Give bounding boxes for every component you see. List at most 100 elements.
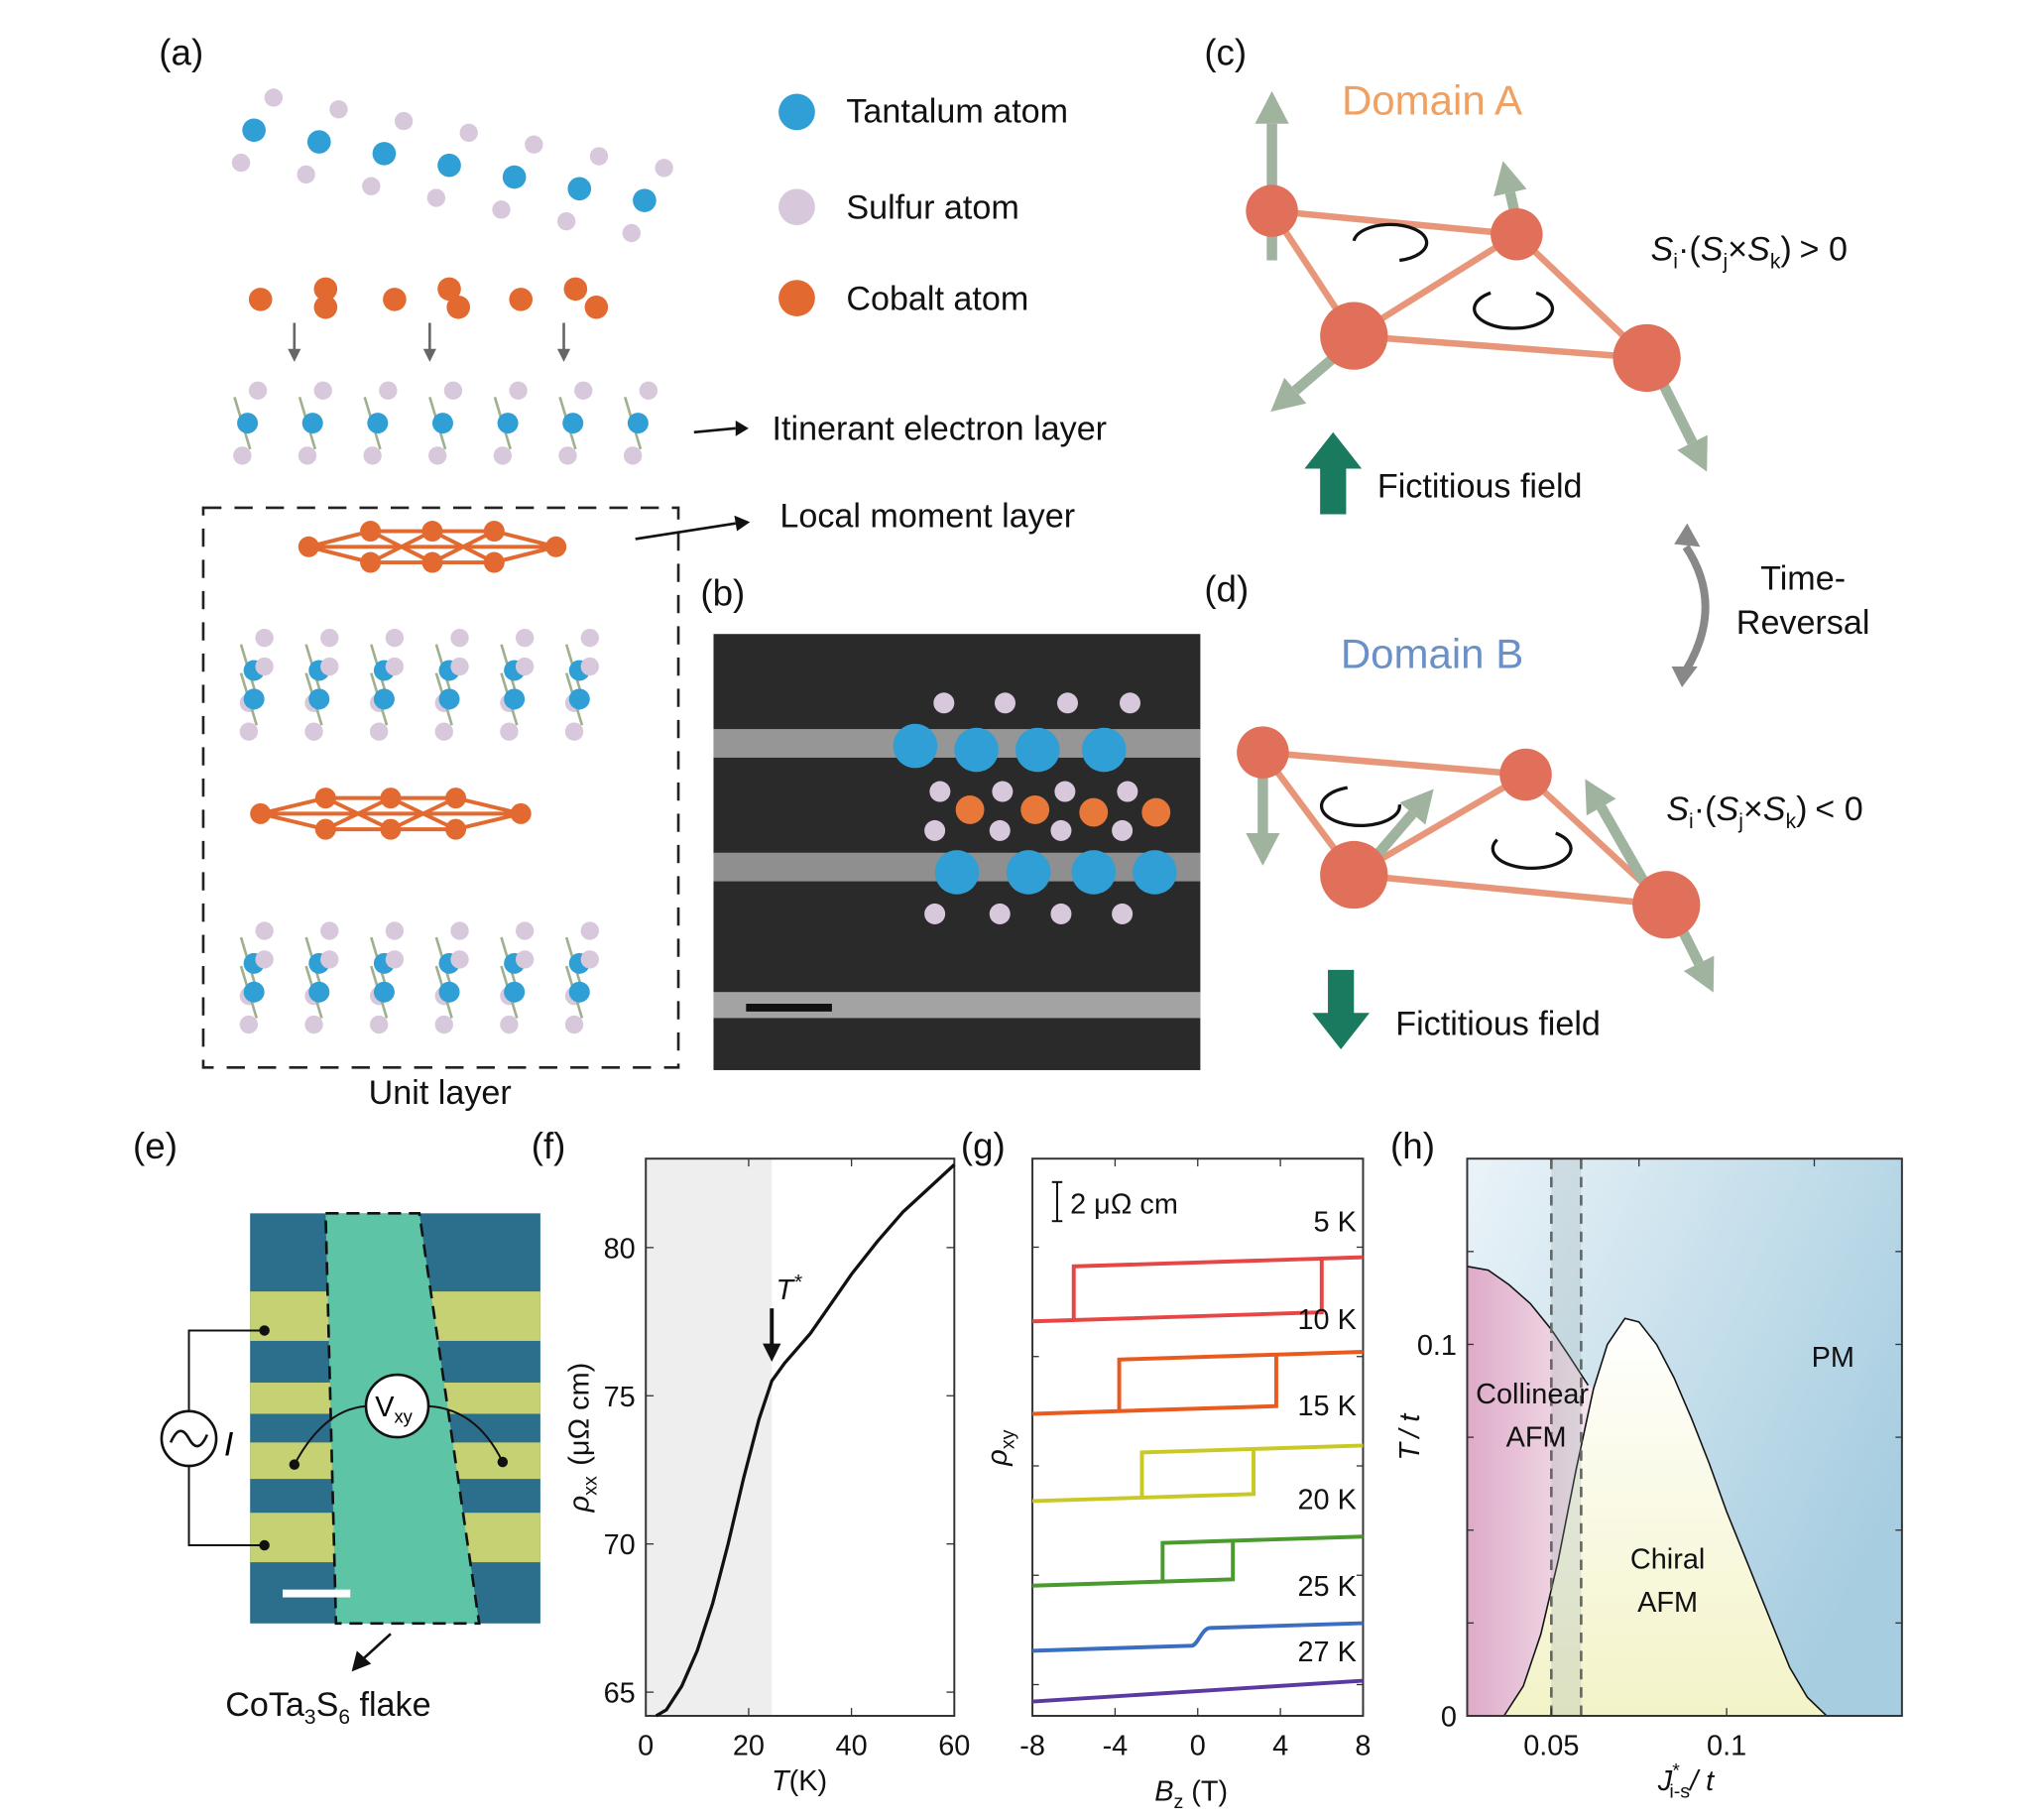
sulfur-atom bbox=[515, 628, 535, 648]
panel-label-f: (f) bbox=[532, 1126, 566, 1166]
spin-arrowhead-icon bbox=[1270, 377, 1307, 413]
contact-dot bbox=[497, 1456, 509, 1468]
panel-label-d: (d) bbox=[1204, 568, 1249, 609]
cobalt-atom bbox=[1141, 797, 1171, 827]
contact-dot bbox=[259, 1539, 270, 1551]
tantalum-atom bbox=[431, 413, 453, 434]
y-tick-label: 75 bbox=[604, 1382, 636, 1413]
sulfur-atom bbox=[379, 381, 398, 400]
sulfur-atom bbox=[1050, 819, 1072, 841]
sulfur-atom bbox=[450, 950, 469, 969]
chirality-domain-a: Si·(Sj×Sk) > 0 bbox=[1651, 231, 1848, 274]
domain-b-title: Domain B bbox=[1341, 630, 1523, 676]
sulfur-atom bbox=[428, 446, 447, 465]
cobalt-atom bbox=[437, 277, 461, 302]
spin-arrowhead-icon bbox=[1246, 833, 1280, 866]
tantalum-atom bbox=[1081, 727, 1127, 773]
x-tick-label: -4 bbox=[1103, 1730, 1129, 1761]
sulfur-atom bbox=[580, 657, 599, 676]
flake-arrow bbox=[361, 1633, 392, 1661]
x-tick-label: 8 bbox=[1355, 1730, 1371, 1761]
sulfur-atom bbox=[556, 211, 576, 231]
sulfur-atom bbox=[320, 628, 339, 648]
sulfur-atom bbox=[450, 628, 469, 648]
cobalt-atom bbox=[360, 551, 382, 573]
legend-tantalum: Tantalum atom bbox=[846, 92, 1068, 130]
sulfur-atom bbox=[426, 188, 446, 207]
domain-a-title: Domain A bbox=[1342, 77, 1522, 124]
scale-bar-label: 2 μΩ cm bbox=[1070, 1188, 1178, 1220]
sulfur-atom bbox=[558, 446, 577, 465]
sulfur-atom bbox=[500, 1015, 519, 1034]
sulfur-atom bbox=[363, 446, 382, 465]
tantalum-atom bbox=[568, 688, 590, 710]
fictitious-field-down-arrow-icon bbox=[1312, 969, 1371, 1049]
tantalum-atom bbox=[243, 688, 265, 710]
sulfur-atom bbox=[493, 446, 513, 465]
cobalt-atom bbox=[563, 277, 588, 302]
cobalt-atom bbox=[313, 295, 338, 319]
panel-label-a: (a) bbox=[159, 33, 203, 73]
spin-arrow bbox=[1655, 375, 1698, 445]
sulfur-atom bbox=[459, 123, 478, 143]
tantalum-atom bbox=[438, 981, 460, 1003]
series-label: 15 K bbox=[1298, 1391, 1357, 1422]
arrow-head-icon bbox=[735, 420, 749, 436]
hall-loop-5k bbox=[1032, 1255, 1364, 1324]
cobalt-atom bbox=[298, 536, 319, 557]
shaded-region bbox=[646, 1158, 773, 1716]
cobalt-atom bbox=[248, 288, 273, 311]
arrow-head-icon bbox=[734, 515, 751, 532]
plot-frame bbox=[1031, 1157, 1365, 1717]
sulfur-atom bbox=[248, 381, 268, 400]
cobalt-atom bbox=[250, 802, 272, 824]
cobalt-atom bbox=[545, 536, 567, 557]
sulfur-atom bbox=[239, 1015, 259, 1034]
g-xlabel: Bz (T) bbox=[1154, 1775, 1228, 1813]
chart-f-resistivity: 0 20 40 60 65 70 75 80 bbox=[604, 1157, 970, 1761]
tantalum-atom bbox=[373, 981, 395, 1003]
region-chiral-afm bbox=[1503, 1318, 1827, 1716]
tantalum-atom bbox=[934, 850, 980, 895]
f-ylabel: ρxx(μΩ cm) bbox=[563, 1363, 601, 1514]
sulfur-atom bbox=[924, 903, 946, 924]
g-ylabel: ρxy bbox=[982, 1429, 1019, 1466]
spin-arrowhead-icon bbox=[1683, 955, 1715, 993]
collinear-boundary bbox=[1467, 1266, 1590, 1387]
hall-loop-27k bbox=[1031, 1678, 1364, 1704]
tantalum-atom bbox=[372, 142, 397, 166]
sulfur-atom bbox=[304, 1015, 323, 1034]
unit-layer-box bbox=[201, 506, 680, 1069]
circuit-wire bbox=[187, 1329, 265, 1547]
sulfur-atom bbox=[434, 722, 453, 741]
sulfur-atom bbox=[589, 147, 609, 166]
cobalt-atom bbox=[1020, 794, 1050, 824]
legend-sulfur: Sulfur atom bbox=[846, 189, 1018, 227]
hall-loop-15k bbox=[1032, 1443, 1364, 1504]
sulfur-atom bbox=[394, 111, 414, 131]
sulfur-atom bbox=[492, 200, 511, 219]
crystal-structure-illustration bbox=[231, 88, 673, 1034]
sulfur-atom bbox=[989, 819, 1011, 841]
spin-arrowhead-icon bbox=[1493, 161, 1527, 197]
sulfur-atom bbox=[564, 1015, 584, 1034]
rotation-arrow-icon bbox=[1473, 291, 1555, 330]
sulfur-atom bbox=[924, 819, 946, 841]
tantalum-atom bbox=[497, 413, 519, 434]
panel-label-g: (g) bbox=[961, 1126, 1006, 1166]
rotation-arrow-icon bbox=[1319, 786, 1401, 827]
tantalum-atom bbox=[567, 177, 592, 201]
y-tick-label: 70 bbox=[604, 1529, 636, 1561]
tantalum-atom bbox=[568, 981, 590, 1003]
cobalt-atom bbox=[445, 788, 467, 809]
current-label: I bbox=[224, 1425, 234, 1463]
sulfur-atom bbox=[304, 722, 323, 741]
tantalum-atom bbox=[438, 688, 460, 710]
panel-label-b: (b) bbox=[700, 572, 745, 613]
region-label-chiral-afm: AFM bbox=[1637, 1587, 1698, 1619]
flake-label: CoTa3S6 flake bbox=[225, 1686, 430, 1729]
local-moment-layer-label: Local moment layer bbox=[779, 498, 1075, 536]
cobalt-atom bbox=[483, 551, 505, 573]
spin-arrow bbox=[1369, 809, 1417, 863]
